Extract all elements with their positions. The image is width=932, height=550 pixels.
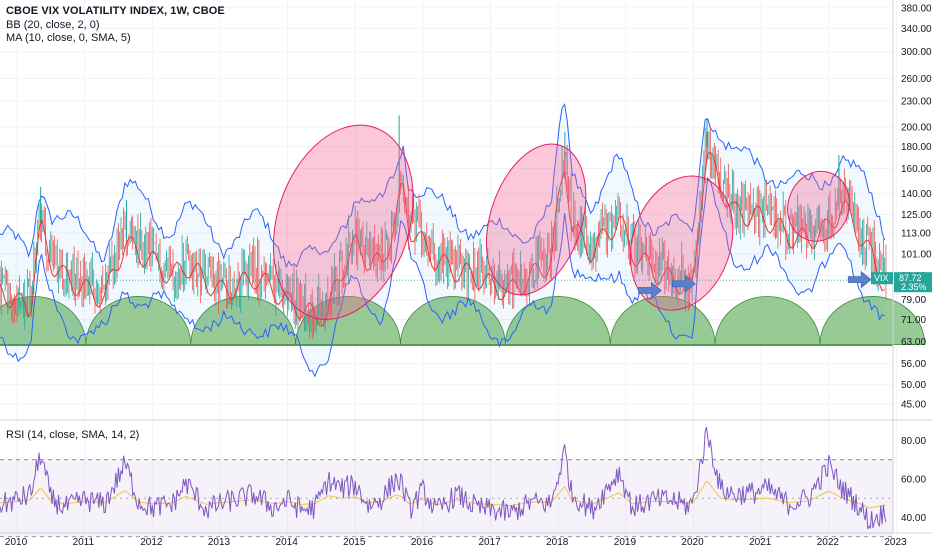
last-price-badge — [894, 272, 932, 293]
last-price-change: 2.35% — [901, 282, 927, 292]
price-tick-label: 45.00 — [901, 400, 926, 411]
price-tick-label: 71.00 — [901, 315, 926, 326]
last-symbol-badge — [871, 272, 893, 285]
last-symbol-label: VIX — [874, 273, 889, 283]
time-axis: 2010 2011 2012 2013 2014 2015 2016 2017 2018 2019… — [5, 537, 907, 548]
time-tick-label: 2020 — [681, 537, 704, 548]
price-tick-label: 79.00 — [901, 295, 926, 306]
chart-title: CBOE VIX VOLATILITY INDEX, 1W, CBOE — [6, 5, 225, 17]
cycle-arc — [819, 296, 926, 346]
price-axis: 380.00 340.00 300.00 260.00 230.00 200.00 180.… — [901, 3, 932, 410]
arrow-annotation — [638, 281, 662, 300]
price-tick-label: 113.00 — [901, 229, 931, 240]
price-tick-label: 101.00 — [901, 249, 932, 260]
bb-upper-line — [0, 102, 886, 269]
price-tick-label: 140.00 — [901, 189, 932, 200]
cycle-arc — [0, 296, 87, 346]
price-tick-label: 56.00 — [901, 359, 926, 370]
last-price-value: 87.72 — [899, 273, 922, 283]
price-tick-label: 180.00 — [901, 142, 932, 153]
ellipse-annotation — [272, 124, 414, 320]
rsi-indicator-label[interactable]: RSI (14, close, SMA, 14, 2) — [6, 429, 140, 441]
price-tick-label: 125.00 — [901, 210, 932, 221]
time-tick-label: 2014 — [276, 537, 299, 548]
cycle-arcs — [0, 296, 926, 346]
time-tick-label: 2022 — [817, 537, 840, 548]
time-tick-label: 2015 — [343, 537, 366, 548]
rsi-axis: 80.00 60.00 40.00 — [901, 436, 926, 524]
ellipse-annotations — [272, 124, 851, 320]
cycle-arc — [85, 296, 192, 346]
arrow-annotation — [671, 275, 696, 293]
ellipse-annotation — [787, 170, 851, 242]
cycle-arc — [504, 296, 611, 346]
rsi-line — [0, 426, 887, 530]
rsi-tick-label: 60.00 — [901, 474, 926, 485]
cycle-arc — [295, 296, 401, 346]
price-tick-label: 50.00 — [901, 380, 926, 391]
price-tick-label: 380.00 — [901, 3, 932, 14]
price-tick-label: 160.00 — [901, 164, 932, 175]
price-tick-label: 230.00 — [901, 97, 932, 108]
price-tick-label: 300.00 — [901, 47, 932, 58]
ellipse-annotation — [629, 175, 734, 311]
rsi-pane — [0, 426, 893, 538]
cycle-baseline — [0, 344, 893, 346]
rsi-tick-label: 80.00 — [901, 436, 926, 447]
time-tick-label: 2018 — [546, 537, 569, 548]
time-tick-label: 2011 — [73, 537, 95, 548]
price-tick-label: 260.00 — [901, 74, 932, 85]
bb-indicator-label[interactable]: BB (20, close, 2, 0) — [6, 19, 100, 31]
time-tick-label: 2019 — [614, 537, 637, 548]
cycle-arc — [714, 296, 821, 346]
ma-line — [0, 151, 885, 327]
time-tick-label: 2012 — [140, 537, 163, 548]
cycle-arc — [609, 296, 716, 346]
arrow-annotations — [638, 270, 872, 300]
bb-lower-line — [0, 176, 885, 378]
price-tick-label: 200.00 — [901, 123, 932, 134]
price-tick-label: 63.00 — [901, 337, 926, 348]
time-tick-label: 2021 — [749, 537, 772, 548]
time-tick-label: 2013 — [208, 537, 231, 548]
arrow-annotation — [847, 270, 872, 289]
ma-indicator-label[interactable]: MA (10, close, 0, SMA, 5) — [6, 32, 131, 44]
time-tick-label: 2017 — [478, 537, 501, 548]
time-tick-label: 2016 — [411, 537, 434, 548]
price-tick-label: 340.00 — [901, 24, 932, 35]
cycle-arc — [400, 296, 506, 346]
rsi-tick-label: 40.00 — [901, 513, 926, 524]
ellipse-annotation — [485, 143, 587, 296]
time-tick-label: 2023 — [884, 537, 907, 548]
time-tick-label: 2010 — [5, 537, 28, 548]
